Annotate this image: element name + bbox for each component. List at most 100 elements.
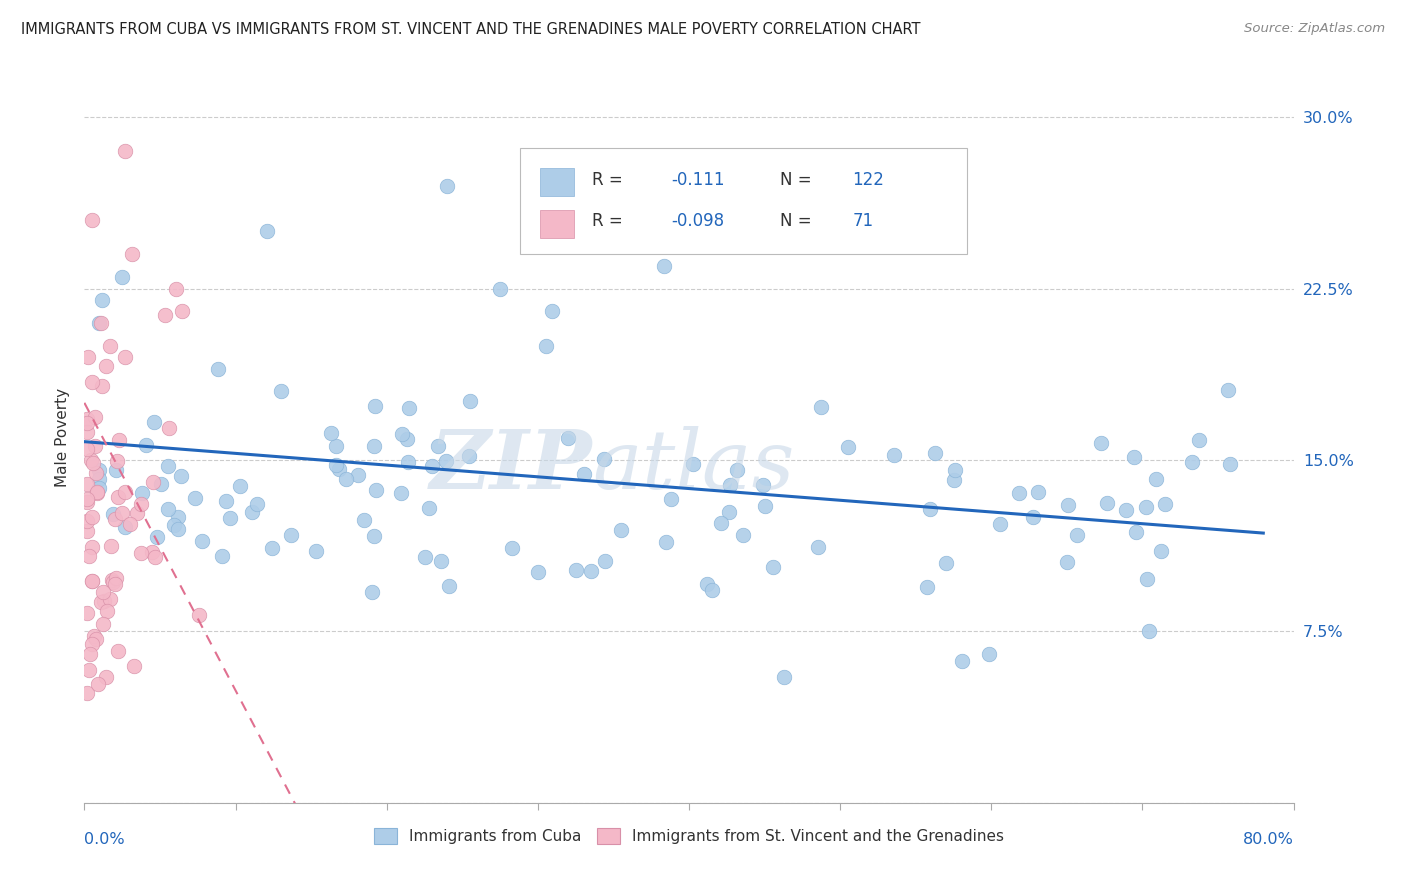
Point xyxy=(129,546,152,560)
Point xyxy=(166,522,188,536)
Text: IMMIGRANTS FROM CUBA VS IMMIGRANTS FROM ST. VINCENT AND THE GRENADINES MALE POVE: IMMIGRANTS FROM CUBA VS IMMIGRANTS FROM … xyxy=(21,22,921,37)
Point xyxy=(1149,544,1171,558)
Text: 71: 71 xyxy=(852,212,873,230)
Point xyxy=(114,520,136,534)
Point xyxy=(935,556,957,570)
Point xyxy=(1153,497,1175,511)
Point xyxy=(920,502,942,516)
Text: 0.0%: 0.0% xyxy=(84,832,125,847)
Point xyxy=(773,670,796,684)
Point xyxy=(415,549,437,564)
Point xyxy=(104,577,127,591)
Point xyxy=(108,434,131,448)
Point xyxy=(83,438,105,452)
Point xyxy=(720,477,742,491)
Point xyxy=(1008,486,1031,500)
Point xyxy=(1123,450,1146,465)
Point xyxy=(80,375,103,389)
Point xyxy=(501,541,523,555)
Point xyxy=(91,616,114,631)
Point xyxy=(988,516,1011,531)
Point xyxy=(420,458,443,473)
Point xyxy=(143,550,166,565)
Point xyxy=(105,454,128,468)
Point xyxy=(76,607,98,621)
Point xyxy=(167,510,190,524)
Point xyxy=(1125,524,1147,539)
Point xyxy=(218,511,240,525)
Point xyxy=(155,308,177,322)
Point xyxy=(395,433,418,447)
Y-axis label: Male Poverty: Male Poverty xyxy=(55,387,70,487)
Point xyxy=(135,438,157,452)
Point xyxy=(94,359,117,373)
Point xyxy=(90,316,112,330)
Point xyxy=(710,516,733,530)
Point xyxy=(328,462,350,476)
Point xyxy=(924,446,946,460)
Point xyxy=(83,629,105,643)
Point xyxy=(89,463,111,477)
Point xyxy=(77,350,100,364)
Point xyxy=(157,501,180,516)
Point xyxy=(434,454,457,468)
Point xyxy=(725,463,748,477)
Point xyxy=(211,549,233,564)
Point xyxy=(260,541,283,556)
Text: -0.098: -0.098 xyxy=(671,212,724,230)
Point xyxy=(762,559,785,574)
Text: 80.0%: 80.0% xyxy=(1243,832,1294,847)
Point xyxy=(77,549,100,563)
Point xyxy=(101,574,124,588)
Bar xyxy=(540,168,574,196)
Point xyxy=(360,585,382,599)
Point xyxy=(280,528,302,542)
Point xyxy=(84,409,107,424)
Point xyxy=(80,510,103,524)
Point xyxy=(122,658,145,673)
Point xyxy=(1144,472,1167,486)
Point xyxy=(80,453,103,467)
Point xyxy=(363,528,385,542)
Point xyxy=(1022,509,1045,524)
Text: R =: R = xyxy=(592,170,628,188)
Point xyxy=(436,178,458,193)
Point xyxy=(191,533,214,548)
Point xyxy=(389,486,412,500)
Point xyxy=(76,417,98,431)
Point xyxy=(1115,503,1137,517)
Point xyxy=(256,224,278,238)
Text: Source: ZipAtlas.com: Source: ZipAtlas.com xyxy=(1244,22,1385,36)
Point xyxy=(246,497,269,511)
Point xyxy=(1135,500,1157,515)
Point xyxy=(104,511,127,525)
Point xyxy=(398,401,420,415)
Point xyxy=(942,474,965,488)
Point xyxy=(527,566,550,580)
Point xyxy=(1066,528,1088,542)
Text: atlas: atlas xyxy=(592,426,794,507)
Point xyxy=(169,469,191,483)
Point xyxy=(652,259,675,273)
Point xyxy=(541,304,564,318)
Point xyxy=(107,490,129,504)
Point xyxy=(76,425,98,439)
Point xyxy=(91,379,114,393)
Point xyxy=(364,400,387,414)
Point xyxy=(950,654,973,668)
Point xyxy=(127,506,149,520)
Point xyxy=(86,484,108,499)
Point xyxy=(76,686,98,700)
Point xyxy=(146,530,169,544)
Point xyxy=(79,647,101,661)
Point xyxy=(76,442,98,457)
Point xyxy=(76,477,98,491)
Text: 122: 122 xyxy=(852,170,884,188)
Point xyxy=(1095,496,1118,510)
Point xyxy=(114,485,136,500)
Point xyxy=(717,505,740,519)
Point xyxy=(915,581,938,595)
Point xyxy=(1181,455,1204,469)
Point xyxy=(76,524,98,538)
Point xyxy=(702,583,724,598)
